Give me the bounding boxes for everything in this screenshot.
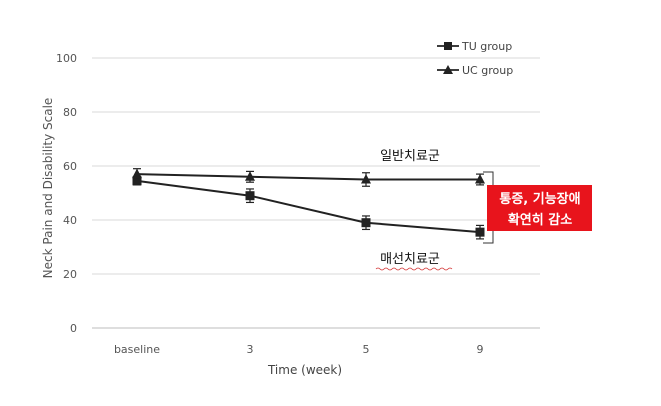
legend-marker-triangle: [443, 65, 453, 74]
spellcheck-squiggle: [375, 267, 453, 271]
y-tick-label: 100: [56, 52, 77, 65]
data-point-square: [361, 218, 371, 228]
y-tick-label: 60: [63, 160, 77, 173]
data-point-triangle: [132, 168, 142, 179]
legend: TU group UC group: [437, 40, 513, 77]
grid-layer: [92, 57, 540, 329]
x-tick-label: baseline: [114, 343, 160, 356]
legend-label-tu: TU group: [461, 40, 512, 53]
data-point-square: [245, 191, 255, 201]
data-point-square: [475, 227, 485, 237]
x-tick-label: 3: [247, 343, 254, 356]
data-point-triangle: [475, 174, 485, 184]
highlight-line-1: 통증, 기능장애: [499, 191, 580, 207]
highlight-background: [487, 185, 592, 231]
highlight-callout: 통증, 기능장애 확연히 감소: [487, 185, 592, 231]
legend-label-uc: UC group: [462, 64, 513, 77]
legend-marker-square: [444, 42, 452, 50]
series-line: [136, 179, 481, 234]
series-line: [136, 173, 480, 181]
series-uc: [132, 168, 485, 187]
x-axis: baseline 3 5 9: [114, 343, 484, 356]
highlight-line-2: 확연히 감소: [508, 212, 572, 228]
massage-group-label: 매선치료군: [380, 252, 440, 267]
x-axis-label: Time (week): [267, 363, 342, 377]
data-point-triangle: [361, 174, 371, 184]
data-point-triangle: [245, 171, 255, 181]
y-tick-label: 40: [63, 214, 77, 227]
y-axis-label: Neck Pain and Disability Scale: [41, 98, 55, 279]
y-axis: 0 20 40 60 80 100: [56, 52, 77, 335]
series-layer: [132, 168, 485, 240]
series-tu: [132, 176, 485, 240]
y-tick-label: 80: [63, 106, 77, 119]
x-tick-label: 9: [477, 343, 484, 356]
x-tick-label: 5: [363, 343, 370, 356]
y-tick-label: 0: [70, 322, 77, 335]
general-group-label: 일반치료군: [380, 149, 440, 164]
data-point-square: [132, 176, 142, 186]
y-tick-label: 20: [63, 268, 77, 281]
